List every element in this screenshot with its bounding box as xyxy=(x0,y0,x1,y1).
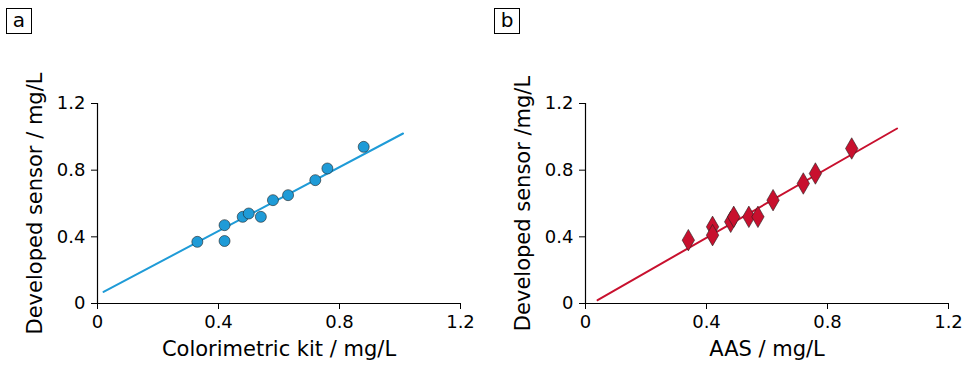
svg-text:AAS / mg/L: AAS / mg/L xyxy=(709,337,825,361)
html-text:a: a xyxy=(12,8,26,32)
svg-text:0.8: 0.8 xyxy=(57,159,86,180)
svg-text:0.4: 0.4 xyxy=(204,311,233,332)
svg-text:0.4: 0.4 xyxy=(57,226,86,247)
svg-text:0: 0 xyxy=(562,292,573,313)
svg-text:0: 0 xyxy=(580,311,591,332)
svg-text:1.2: 1.2 xyxy=(545,92,574,113)
svg-text:1.2: 1.2 xyxy=(446,311,475,332)
svg-text:0.4: 0.4 xyxy=(692,311,721,332)
svg-text:0.8: 0.8 xyxy=(325,311,354,332)
svg-text:0.8: 0.8 xyxy=(545,159,574,180)
html-text:b: b xyxy=(500,8,514,32)
svg-text:0.4: 0.4 xyxy=(545,226,574,247)
svg-text:1.2: 1.2 xyxy=(934,311,963,332)
svg-text:1.2: 1.2 xyxy=(57,92,86,113)
svg-text:0: 0 xyxy=(92,311,103,332)
svg-text:0.8: 0.8 xyxy=(813,311,842,332)
svg-text:Developed sensor / mg/L: Developed sensor / mg/L xyxy=(23,72,47,334)
svg-text:Colorimetric kit / mg/L: Colorimetric kit / mg/L xyxy=(162,337,396,361)
svg-text:0: 0 xyxy=(74,292,85,313)
svg-text:Developed sensor /mg/L: Developed sensor /mg/L xyxy=(511,76,535,332)
